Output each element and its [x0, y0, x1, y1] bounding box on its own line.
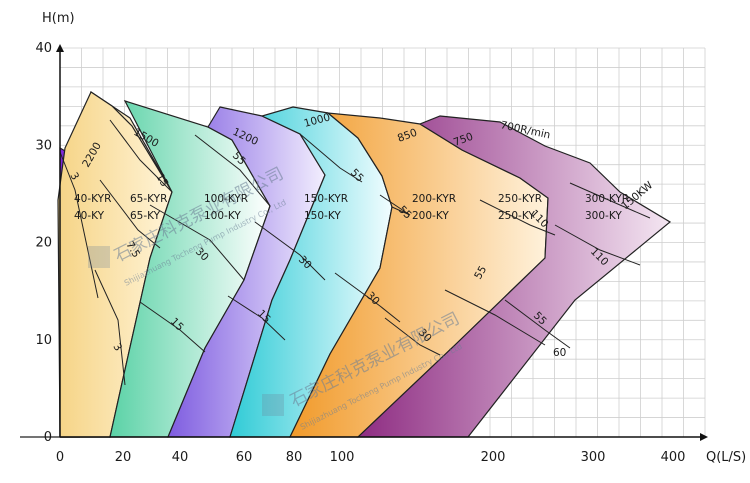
- x-tick-label: 100: [330, 450, 355, 465]
- x-tick-label: 20: [115, 450, 132, 465]
- x-axis-arrow: [700, 433, 708, 441]
- model-ky-label: 300-KY: [585, 210, 622, 222]
- y-ticks: 0 10 20 30 40: [35, 41, 52, 445]
- power-line: [379, 194, 411, 216]
- power-line: [254, 221, 326, 281]
- power-line: [194, 134, 271, 207]
- power-line: [554, 224, 641, 266]
- power-line: [109, 119, 173, 193]
- model-ky-label: 150-KY: [304, 210, 341, 222]
- power-line: [569, 182, 651, 219]
- model-kyr-label: 200-KYR: [412, 193, 456, 205]
- y-tick-label: 20: [35, 236, 52, 251]
- axes: [56, 44, 708, 441]
- model-kyr-label: 40-KYR: [74, 193, 111, 205]
- x-tick-label: 60: [236, 450, 253, 465]
- power-line: [479, 199, 556, 236]
- x-tick-label: 300: [581, 450, 606, 465]
- power-line: [334, 272, 401, 323]
- model-kyr-label: 65-KYR: [130, 193, 167, 205]
- x-tick-label: 400: [661, 450, 686, 465]
- y-tick-label: 10: [35, 333, 52, 348]
- y-tick-label: 40: [35, 41, 52, 56]
- x-tick-label: 40: [172, 450, 189, 465]
- model-labels: 40-KYR 40-KY 65-KYR 65-KY 100-KYR 100-KY…: [74, 193, 629, 222]
- model-kyr-label: 100-KYR: [204, 193, 248, 205]
- power-line: [139, 301, 206, 353]
- y-tick-label: 0: [44, 430, 52, 445]
- power-line: [504, 299, 571, 349]
- model-ky-label: 40-KY: [74, 210, 105, 222]
- watermark-logo-top: [88, 246, 110, 268]
- x-tick-label: 0: [56, 450, 64, 465]
- power-line: [59, 151, 99, 299]
- model-ky-label: 250-KY: [498, 210, 535, 222]
- power-line: [444, 289, 546, 346]
- y-axis-arrow: [56, 44, 64, 52]
- power-label: 15: [153, 172, 170, 190]
- model-ky-label: 100-KY: [204, 210, 241, 222]
- power-label: 3: [110, 342, 124, 354]
- pump-regions: [20, 90, 672, 438]
- watermark-logo-bottom: [262, 394, 284, 416]
- model-kyr-label: 250-KYR: [498, 193, 542, 205]
- model-ky-label: 200-KY: [412, 210, 449, 222]
- y-tick-label: 30: [35, 138, 52, 153]
- power-line: [227, 295, 286, 341]
- x-axis-label: Q(L/S): [706, 450, 746, 465]
- x-ticks: 0 20 40 60 80 100 200 300 400: [56, 450, 686, 465]
- x-tick-label: 200: [481, 450, 506, 465]
- x-tick-label: 80: [286, 450, 303, 465]
- power-line: [384, 317, 441, 356]
- power-line: [149, 204, 245, 281]
- power-line: [94, 269, 126, 386]
- power-line: [99, 179, 161, 249]
- power-lines: [59, 119, 651, 386]
- power-line: [299, 133, 363, 183]
- model-kyr-label: 150-KYR: [304, 193, 348, 205]
- model-kyr-label: 300-KYR: [585, 193, 629, 205]
- power-label: 3: [67, 171, 81, 183]
- power-label: 60: [553, 347, 566, 359]
- model-ky-label: 65-KY: [130, 210, 161, 222]
- power-label: 55: [472, 264, 489, 282]
- y-axis-label: H(m): [42, 11, 75, 26]
